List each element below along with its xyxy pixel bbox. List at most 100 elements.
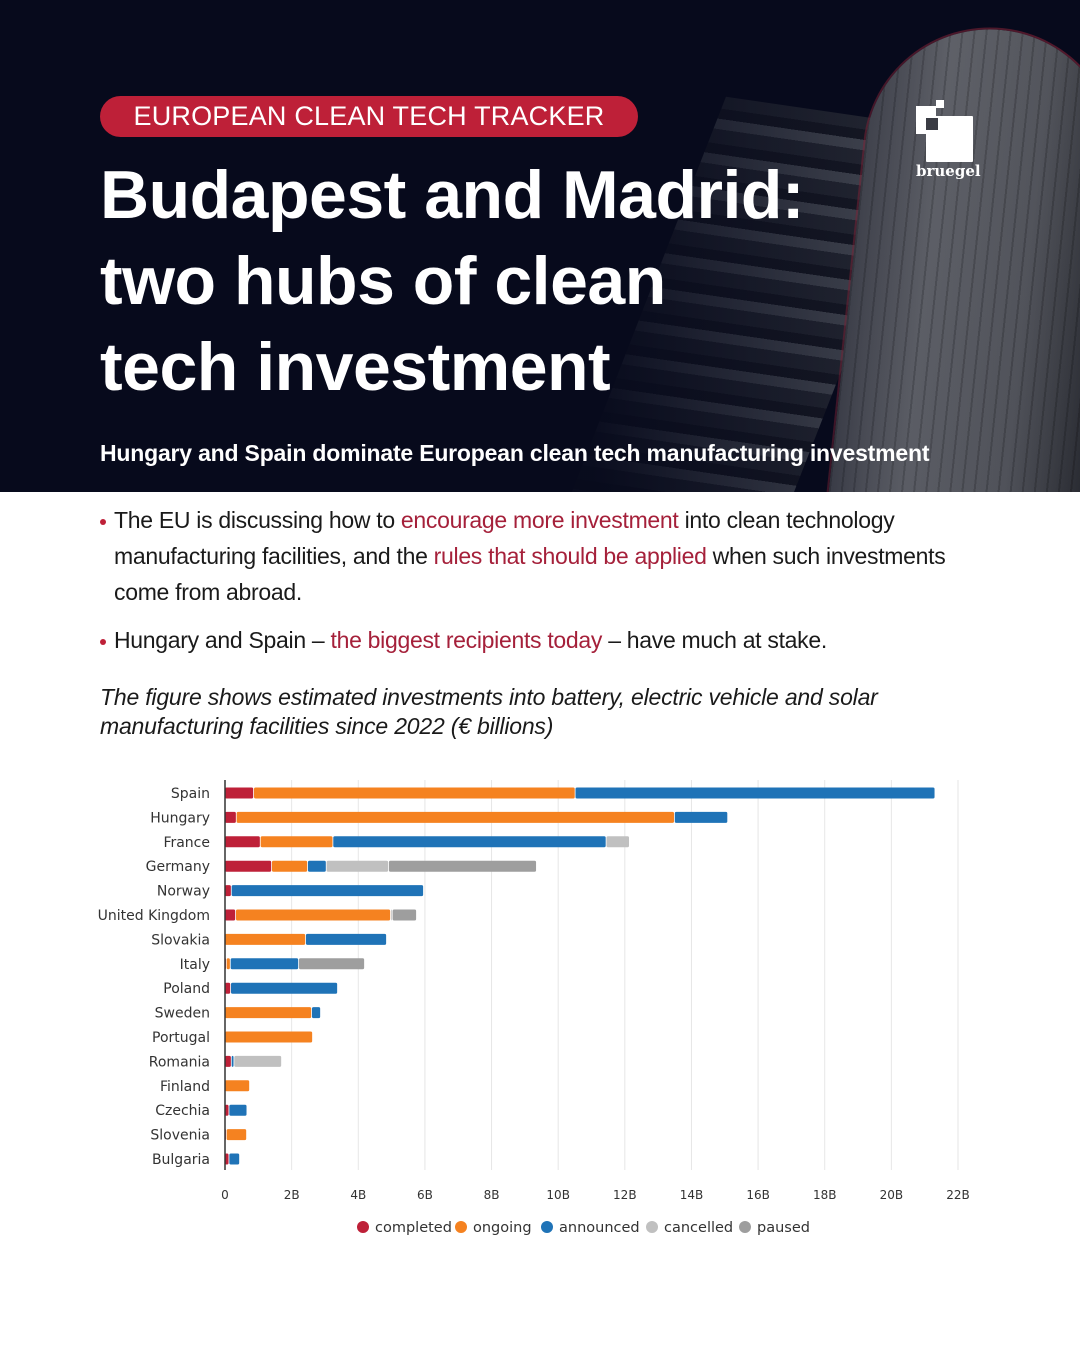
bullet-highlight: encourage more investment xyxy=(400,507,679,533)
bar-segment-announced xyxy=(229,1153,240,1165)
bar-segment-announced xyxy=(333,836,606,848)
category-label: Slovenia xyxy=(150,1128,210,1144)
bar-segment-completed xyxy=(225,1153,229,1165)
bar-segment-announced xyxy=(674,811,728,823)
bar-segment-ongoing xyxy=(225,933,306,945)
category-label: Romania xyxy=(149,1054,210,1070)
page-title: Budapest and Madrid: two hubs of clean t… xyxy=(100,152,920,410)
category-label: Bulgaria xyxy=(152,1152,210,1168)
x-tick-label: 0 xyxy=(221,1188,229,1202)
bar-segment-ongoing xyxy=(225,1031,313,1043)
bar-segment-ongoing xyxy=(235,909,391,921)
bar-segment-announced xyxy=(231,885,424,897)
logo-wordmark: bruegel xyxy=(916,162,981,180)
x-tick-label: 2B xyxy=(284,1188,300,1202)
category-label: Czechia xyxy=(155,1103,210,1119)
category-labels: Spain Hungary France Germany Norway United Ki… xyxy=(98,786,210,1168)
x-tick-label: 22B xyxy=(946,1188,970,1202)
stacked-bar-chart: Spain Hungary France Germany Norway United Ki… xyxy=(98,780,970,1236)
bar-segment-paused xyxy=(392,909,417,921)
bar-segment-announced xyxy=(307,860,326,872)
category-label: Norway xyxy=(157,884,210,900)
bar-segment-completed xyxy=(225,787,254,799)
x-tick-label: 10B xyxy=(546,1188,570,1202)
bar-segment-announced xyxy=(229,1104,247,1116)
x-tick-label: 12B xyxy=(613,1188,637,1202)
category-label: France xyxy=(163,835,210,851)
x-tick-label: 4B xyxy=(350,1188,366,1202)
bar-segment-ongoing xyxy=(271,860,308,872)
category-label: United Kingdom xyxy=(98,908,210,924)
page-subtitle: Hungary and Spain dominate European clea… xyxy=(100,440,930,466)
legend-label: cancelled xyxy=(664,1220,733,1236)
legend-marker-ongoing xyxy=(455,1221,467,1233)
legend: completed ongoing announced cancelled paused xyxy=(357,1220,810,1236)
bullet-highlight: rules that should be applied xyxy=(433,543,707,569)
bar-segment-announced xyxy=(230,958,299,970)
category-label: Poland xyxy=(163,981,210,997)
x-tick-label: 18B xyxy=(813,1188,837,1202)
bar-segment-cancelled xyxy=(606,836,630,848)
bar-segment-ongoing xyxy=(226,1129,247,1141)
logo-square-icon xyxy=(936,100,944,108)
bars xyxy=(225,787,935,1165)
category-label: Slovakia xyxy=(151,932,210,948)
bar-segment-announced xyxy=(231,1055,234,1067)
title-line: tech investment xyxy=(100,329,611,405)
x-tick-labels: 0 2B 4B 6B 8B 10B 12B 14B 16B 18B 20B 22B xyxy=(221,1188,970,1202)
title-line: two hubs of clean xyxy=(100,243,666,319)
bar-segment-completed xyxy=(225,982,231,994)
x-tick-label: 6B xyxy=(417,1188,433,1202)
legend-marker-announced xyxy=(541,1221,553,1233)
bar-segment-announced xyxy=(575,787,935,799)
bar-segment-completed xyxy=(225,909,236,921)
bar-segment-completed xyxy=(225,860,272,872)
category-label: Finland xyxy=(160,1079,210,1095)
category-label: Germany xyxy=(146,859,210,875)
bar-segment-ongoing xyxy=(225,1080,250,1092)
x-tick-label: 20B xyxy=(880,1188,904,1202)
bullet-text: Hungary and Spain – xyxy=(114,627,331,653)
bruegel-logo: bruegel xyxy=(912,98,982,182)
bar-segment-ongoing xyxy=(225,1007,312,1019)
bar-segment-completed xyxy=(225,1055,231,1067)
bullet-text: The EU is discussing how to xyxy=(114,507,401,533)
title-line: Budapest and Madrid: xyxy=(100,157,805,233)
category-label: Portugal xyxy=(152,1030,210,1046)
category-label: Hungary xyxy=(150,810,210,826)
legend-label: announced xyxy=(559,1220,640,1236)
figure-caption: The figure shows estimated investments i… xyxy=(100,684,878,739)
bar-segment-cancelled xyxy=(326,860,389,872)
bar-segment-announced xyxy=(230,982,338,994)
legend-marker-completed xyxy=(357,1221,369,1233)
category-label: Sweden xyxy=(155,1006,210,1022)
x-tick-label: 16B xyxy=(746,1188,770,1202)
bar-segment-completed xyxy=(225,836,260,848)
bullet-text: when such investments come from abroad. xyxy=(114,543,946,605)
category-label: Spain xyxy=(171,786,210,802)
bullet-point: The EU is discussing how to encourage mo… xyxy=(100,502,1000,610)
bullet-point: Hungary and Spain – the biggest recipien… xyxy=(100,622,1000,658)
legend-label: paused xyxy=(757,1220,810,1236)
series-tag: EUROPEAN CLEAN TECH TRACKER xyxy=(100,96,638,137)
legend-marker-paused xyxy=(739,1221,751,1233)
bar-segment-announced xyxy=(311,1007,321,1019)
x-tick-label: 14B xyxy=(680,1188,704,1202)
category-label: Italy xyxy=(180,957,210,973)
bar-segment-ongoing xyxy=(260,836,333,848)
bar-segment-announced xyxy=(305,933,387,945)
bar-segment-ongoing xyxy=(236,811,674,823)
bar-segment-ongoing xyxy=(253,787,575,799)
legend-label: ongoing xyxy=(473,1220,532,1236)
bar-segment-completed xyxy=(225,811,236,823)
bar-segment-paused xyxy=(388,860,537,872)
key-points: The EU is discussing how to encourage mo… xyxy=(100,502,1000,658)
bullet-dot-icon xyxy=(100,639,106,645)
bar-segment-cancelled xyxy=(390,909,392,921)
bullet-text: – have much at stake. xyxy=(602,627,827,653)
bullet-dot-icon xyxy=(100,519,106,525)
bullet-highlight: the biggest recipients today xyxy=(330,627,603,653)
bar-segment-ongoing xyxy=(226,958,230,970)
bar-segment-completed xyxy=(225,885,231,897)
hero-overlay xyxy=(0,0,1080,492)
